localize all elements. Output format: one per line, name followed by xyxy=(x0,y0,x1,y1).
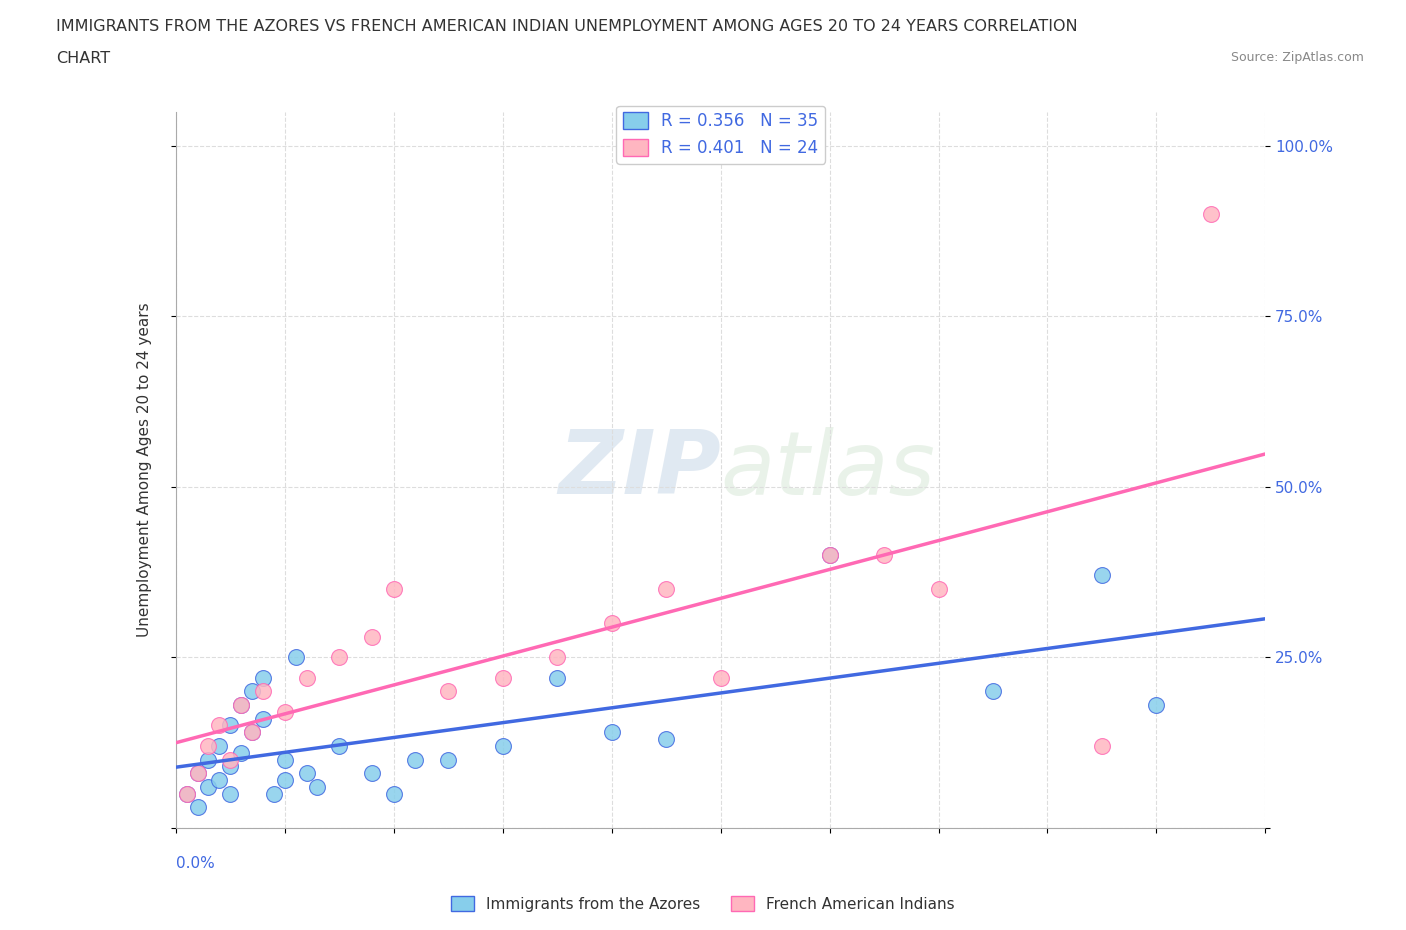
Point xyxy=(360,765,382,780)
Point xyxy=(274,752,297,767)
Point xyxy=(219,718,242,733)
Point xyxy=(208,718,231,733)
Point xyxy=(295,671,318,685)
Point xyxy=(197,738,219,753)
Point xyxy=(492,738,515,753)
Point xyxy=(307,779,329,794)
Point xyxy=(208,738,231,753)
Point xyxy=(208,773,231,788)
Point xyxy=(981,684,1004,698)
Point xyxy=(219,759,242,774)
Point xyxy=(382,581,405,596)
Legend: Immigrants from the Azores, French American Indians: Immigrants from the Azores, French Ameri… xyxy=(446,889,960,918)
Point xyxy=(176,786,198,801)
Point xyxy=(328,738,350,753)
Point xyxy=(1199,206,1222,221)
Text: ZIP: ZIP xyxy=(558,426,721,513)
Point xyxy=(284,650,307,665)
Point xyxy=(176,786,198,801)
Point xyxy=(655,732,678,747)
Point xyxy=(274,773,297,788)
Point xyxy=(437,752,460,767)
Point xyxy=(405,752,427,767)
Point xyxy=(546,671,568,685)
Text: IMMIGRANTS FROM THE AZORES VS FRENCH AMERICAN INDIAN UNEMPLOYMENT AMONG AGES 20 : IMMIGRANTS FROM THE AZORES VS FRENCH AME… xyxy=(56,19,1078,33)
Legend: R = 0.356   N = 35, R = 0.401   N = 24: R = 0.356 N = 35, R = 0.401 N = 24 xyxy=(616,106,825,164)
Y-axis label: Unemployment Among Ages 20 to 24 years: Unemployment Among Ages 20 to 24 years xyxy=(138,302,152,637)
Point xyxy=(818,548,841,563)
Point xyxy=(197,779,219,794)
Point xyxy=(546,650,568,665)
Point xyxy=(437,684,460,698)
Point xyxy=(240,724,263,739)
Point xyxy=(295,765,318,780)
Point xyxy=(1091,568,1114,583)
Point xyxy=(197,752,219,767)
Point xyxy=(274,704,297,719)
Point xyxy=(600,616,623,631)
Point xyxy=(240,684,263,698)
Point xyxy=(710,671,733,685)
Text: Source: ZipAtlas.com: Source: ZipAtlas.com xyxy=(1230,51,1364,64)
Point xyxy=(186,765,209,780)
Point xyxy=(263,786,285,801)
Point xyxy=(231,698,253,712)
Point xyxy=(1144,698,1167,712)
Point xyxy=(655,581,678,596)
Point xyxy=(382,786,405,801)
Point xyxy=(360,630,382,644)
Point xyxy=(186,765,209,780)
Point xyxy=(186,800,209,815)
Text: atlas: atlas xyxy=(721,427,935,512)
Text: CHART: CHART xyxy=(56,51,110,66)
Point xyxy=(1091,738,1114,753)
Point xyxy=(219,786,242,801)
Point xyxy=(252,684,274,698)
Point xyxy=(252,671,274,685)
Point xyxy=(600,724,623,739)
Point xyxy=(231,745,253,760)
Point xyxy=(252,711,274,726)
Text: 0.0%: 0.0% xyxy=(176,857,215,871)
Point xyxy=(240,724,263,739)
Point xyxy=(818,548,841,563)
Point xyxy=(231,698,253,712)
Point xyxy=(219,752,242,767)
Point xyxy=(328,650,350,665)
Point xyxy=(492,671,515,685)
Point xyxy=(928,581,950,596)
Point xyxy=(873,548,896,563)
